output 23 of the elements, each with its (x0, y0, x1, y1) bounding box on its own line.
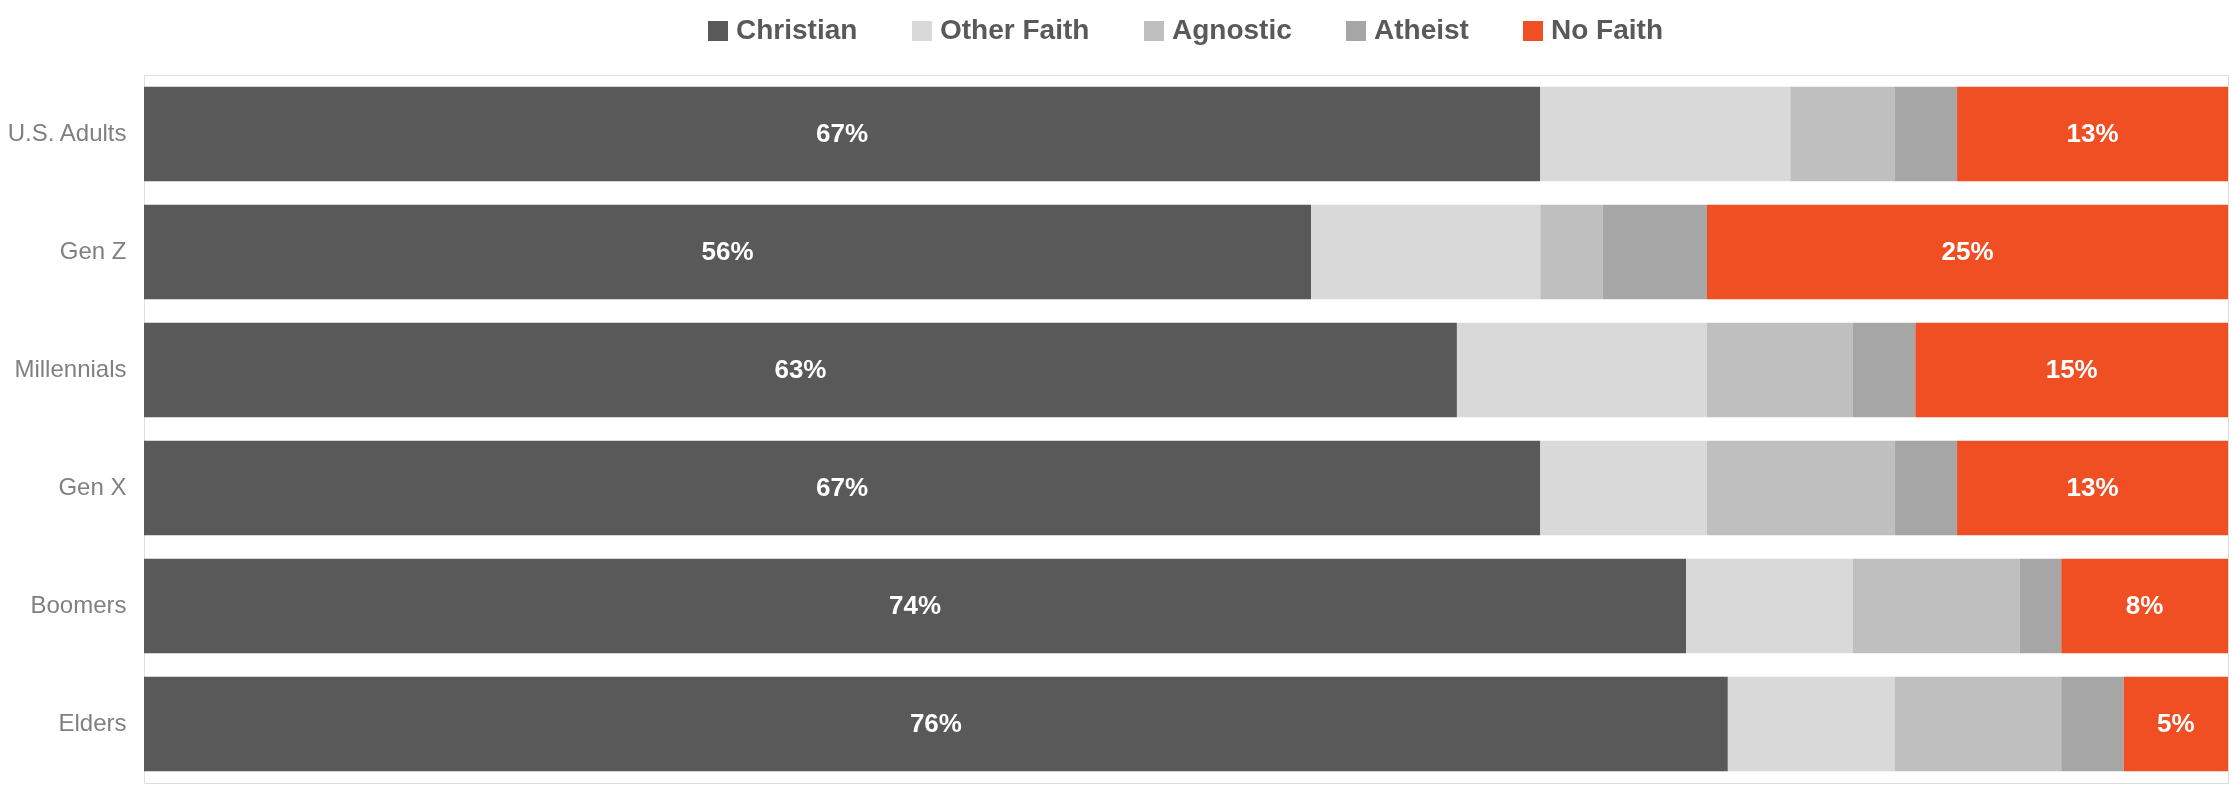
data-label: 13% (2066, 472, 2119, 502)
y-tick-label: Millennials (14, 355, 127, 382)
data-label: 76% (909, 708, 962, 738)
y-tick-label: Boomers (30, 591, 127, 618)
y-tick-label: Elders (58, 709, 127, 736)
data-label: 15% (2045, 354, 2098, 384)
data-label: 67% (816, 472, 869, 502)
data-label: 5% (2157, 708, 2195, 738)
y-tick-label: U.S. Adults (7, 119, 127, 146)
legend-label: Atheist (1374, 14, 1469, 45)
legend-label: No Faith (1551, 14, 1663, 45)
y-tick-label: Gen X (58, 473, 127, 500)
data-label: 67% (816, 118, 869, 148)
data-label: 8% (2125, 590, 2164, 620)
legend-label: Christian (736, 14, 858, 45)
legend-label: Other Faith (940, 14, 1090, 45)
data-label: 13% (2066, 118, 2119, 148)
legend-label: Agnostic (1172, 14, 1292, 45)
data-label: 56% (701, 236, 754, 266)
data-label: 63% (774, 354, 827, 384)
data-label: 25% (1941, 236, 1994, 266)
data-label: 74% (889, 590, 942, 620)
y-tick-label: Gen Z (59, 237, 127, 264)
